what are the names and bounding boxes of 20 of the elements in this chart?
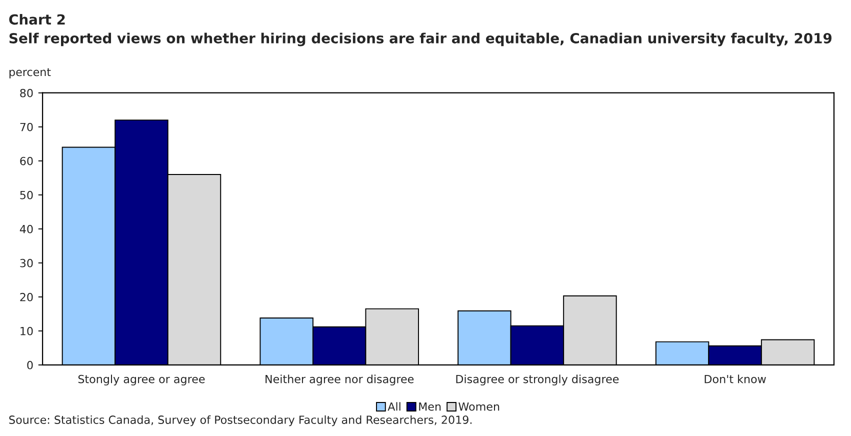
y-tick-label: 60 xyxy=(20,156,33,166)
x-tick-label: Disagree or strongly disagree xyxy=(456,374,619,386)
y-tick-label: 80 xyxy=(20,88,33,98)
y-tick-label: 10 xyxy=(20,326,33,336)
legend-label: Women xyxy=(458,402,500,411)
legend-label: All xyxy=(388,402,400,411)
y-tick-label: 50 xyxy=(20,190,33,200)
y-tick-label: 70 xyxy=(20,122,33,132)
y-tick-label: 30 xyxy=(20,258,33,268)
chart-subtitle: Self reported views on whether hiring decisions are fair and equitable, Canadian university faculty, 2019 xyxy=(10,32,832,46)
y-tick-label: 0 xyxy=(27,360,33,370)
y-tick-label: 20 xyxy=(20,292,33,302)
x-tick-label: Neither agree nor disagree xyxy=(266,374,414,386)
source-note: Source: Statistics Canada, Survey of Postsecondary Faculty and Researchers, 2019. xyxy=(9,415,472,426)
x-tick-label: Don't know xyxy=(704,374,766,384)
y-tick-label: 40 xyxy=(20,224,33,234)
chart-title: Chart 2 xyxy=(9,14,65,25)
y-axis-title: percent xyxy=(10,68,51,78)
x-tick-label: Stongly agree or agree xyxy=(78,374,205,386)
legend-label: Men xyxy=(419,402,441,411)
